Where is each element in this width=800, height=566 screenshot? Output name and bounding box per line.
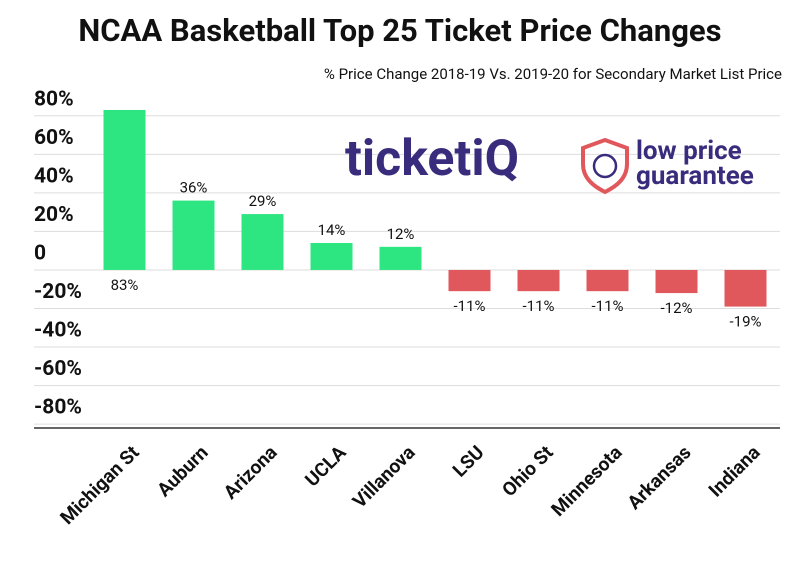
value-label: 29% — [249, 192, 277, 210]
x-tick-label: Villanova — [348, 441, 420, 513]
bar — [172, 200, 215, 270]
y-tick-label: 0 — [34, 242, 46, 266]
value-label: -11% — [523, 297, 555, 315]
value-label: 12% — [387, 225, 415, 243]
y-tick-label: 20% — [34, 203, 74, 227]
bar — [724, 269, 767, 307]
y-tick-label: -60% — [34, 357, 82, 381]
value-label: -12% — [661, 299, 693, 317]
x-tick-label: Arizona — [219, 441, 282, 504]
y-tick-label: 80% — [34, 87, 74, 111]
logo-tagline: low price — [636, 136, 742, 166]
x-tick-label: Indiana — [704, 441, 765, 502]
bar — [379, 246, 422, 270]
x-tick-label: Ohio St — [497, 440, 558, 501]
plot: 80% 60% 40% 20% 0 -20% -40% -60% -80% Michigan St… — [34, 87, 780, 529]
bar — [103, 110, 146, 270]
chart-subtitle: % Price Change 2018-19 Vs. 2019-20 for S… — [324, 65, 782, 83]
x-tick-label: LSU — [448, 441, 489, 482]
y-tick-label: 60% — [34, 126, 74, 150]
x-tick-label: Minnesota — [546, 441, 626, 521]
bar — [655, 269, 698, 294]
y-tick-label: -80% — [34, 396, 82, 420]
value-label: -11% — [592, 297, 624, 315]
logo-tagline: guarantee — [636, 161, 754, 191]
x-tick-label: Arkansas — [622, 441, 695, 514]
value-label: 83% — [111, 276, 139, 294]
bar — [517, 269, 560, 292]
value-label: 14% — [318, 221, 346, 239]
coin-icon — [592, 153, 618, 179]
y-tick-label: 40% — [34, 164, 74, 188]
logo-brand: ticketiQ — [345, 130, 519, 188]
value-label: -11% — [454, 297, 486, 315]
logo: ticketiQ low price guarantee — [345, 130, 754, 195]
bar — [448, 269, 491, 292]
value-label: -19% — [730, 313, 762, 331]
bar — [310, 242, 353, 270]
y-tick-label: -40% — [34, 319, 82, 343]
chart-title: NCAA Basketball Top 25 Ticket Price Chan… — [78, 12, 721, 49]
y-tick-label: -20% — [34, 280, 82, 304]
bar — [241, 214, 284, 270]
shield-icon — [581, 137, 629, 195]
x-tick-label: UCLA — [300, 441, 350, 491]
x-tick-label: Auburn — [152, 441, 212, 501]
x-tick-label: Michigan St — [55, 440, 144, 529]
bar — [586, 269, 629, 292]
value-label: 36% — [180, 179, 208, 197]
